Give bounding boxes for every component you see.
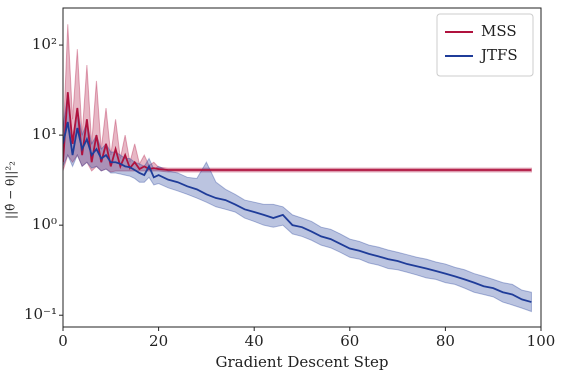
plot-area <box>63 24 532 313</box>
x-tick-label: 0 <box>58 332 68 350</box>
y-tick-label: 10⁰ <box>32 215 57 233</box>
x-axis-label: Gradient Descent Step <box>216 353 389 371</box>
y-tick-label: 10⁻¹ <box>24 305 57 323</box>
x-tick-label: 60 <box>340 332 359 350</box>
x-tick-label: 80 <box>436 332 455 350</box>
series-line <box>63 121 532 303</box>
confidence-band <box>63 92 532 313</box>
legend-box <box>436 13 534 77</box>
y-tick-label: 10¹ <box>32 125 57 143</box>
plot-frame <box>62 7 542 328</box>
confidence-band <box>63 24 532 173</box>
x-tick-label: 100 <box>527 332 556 350</box>
legend-label: MSS <box>481 22 517 40</box>
x-tick-label: 20 <box>149 332 168 350</box>
y-axis-label: ||θ̂ − θ||²₂ <box>4 161 18 219</box>
legend-label: JTFS <box>479 46 518 64</box>
x-tick-label: 40 <box>245 332 264 350</box>
y-tick-label: 10² <box>32 35 57 53</box>
